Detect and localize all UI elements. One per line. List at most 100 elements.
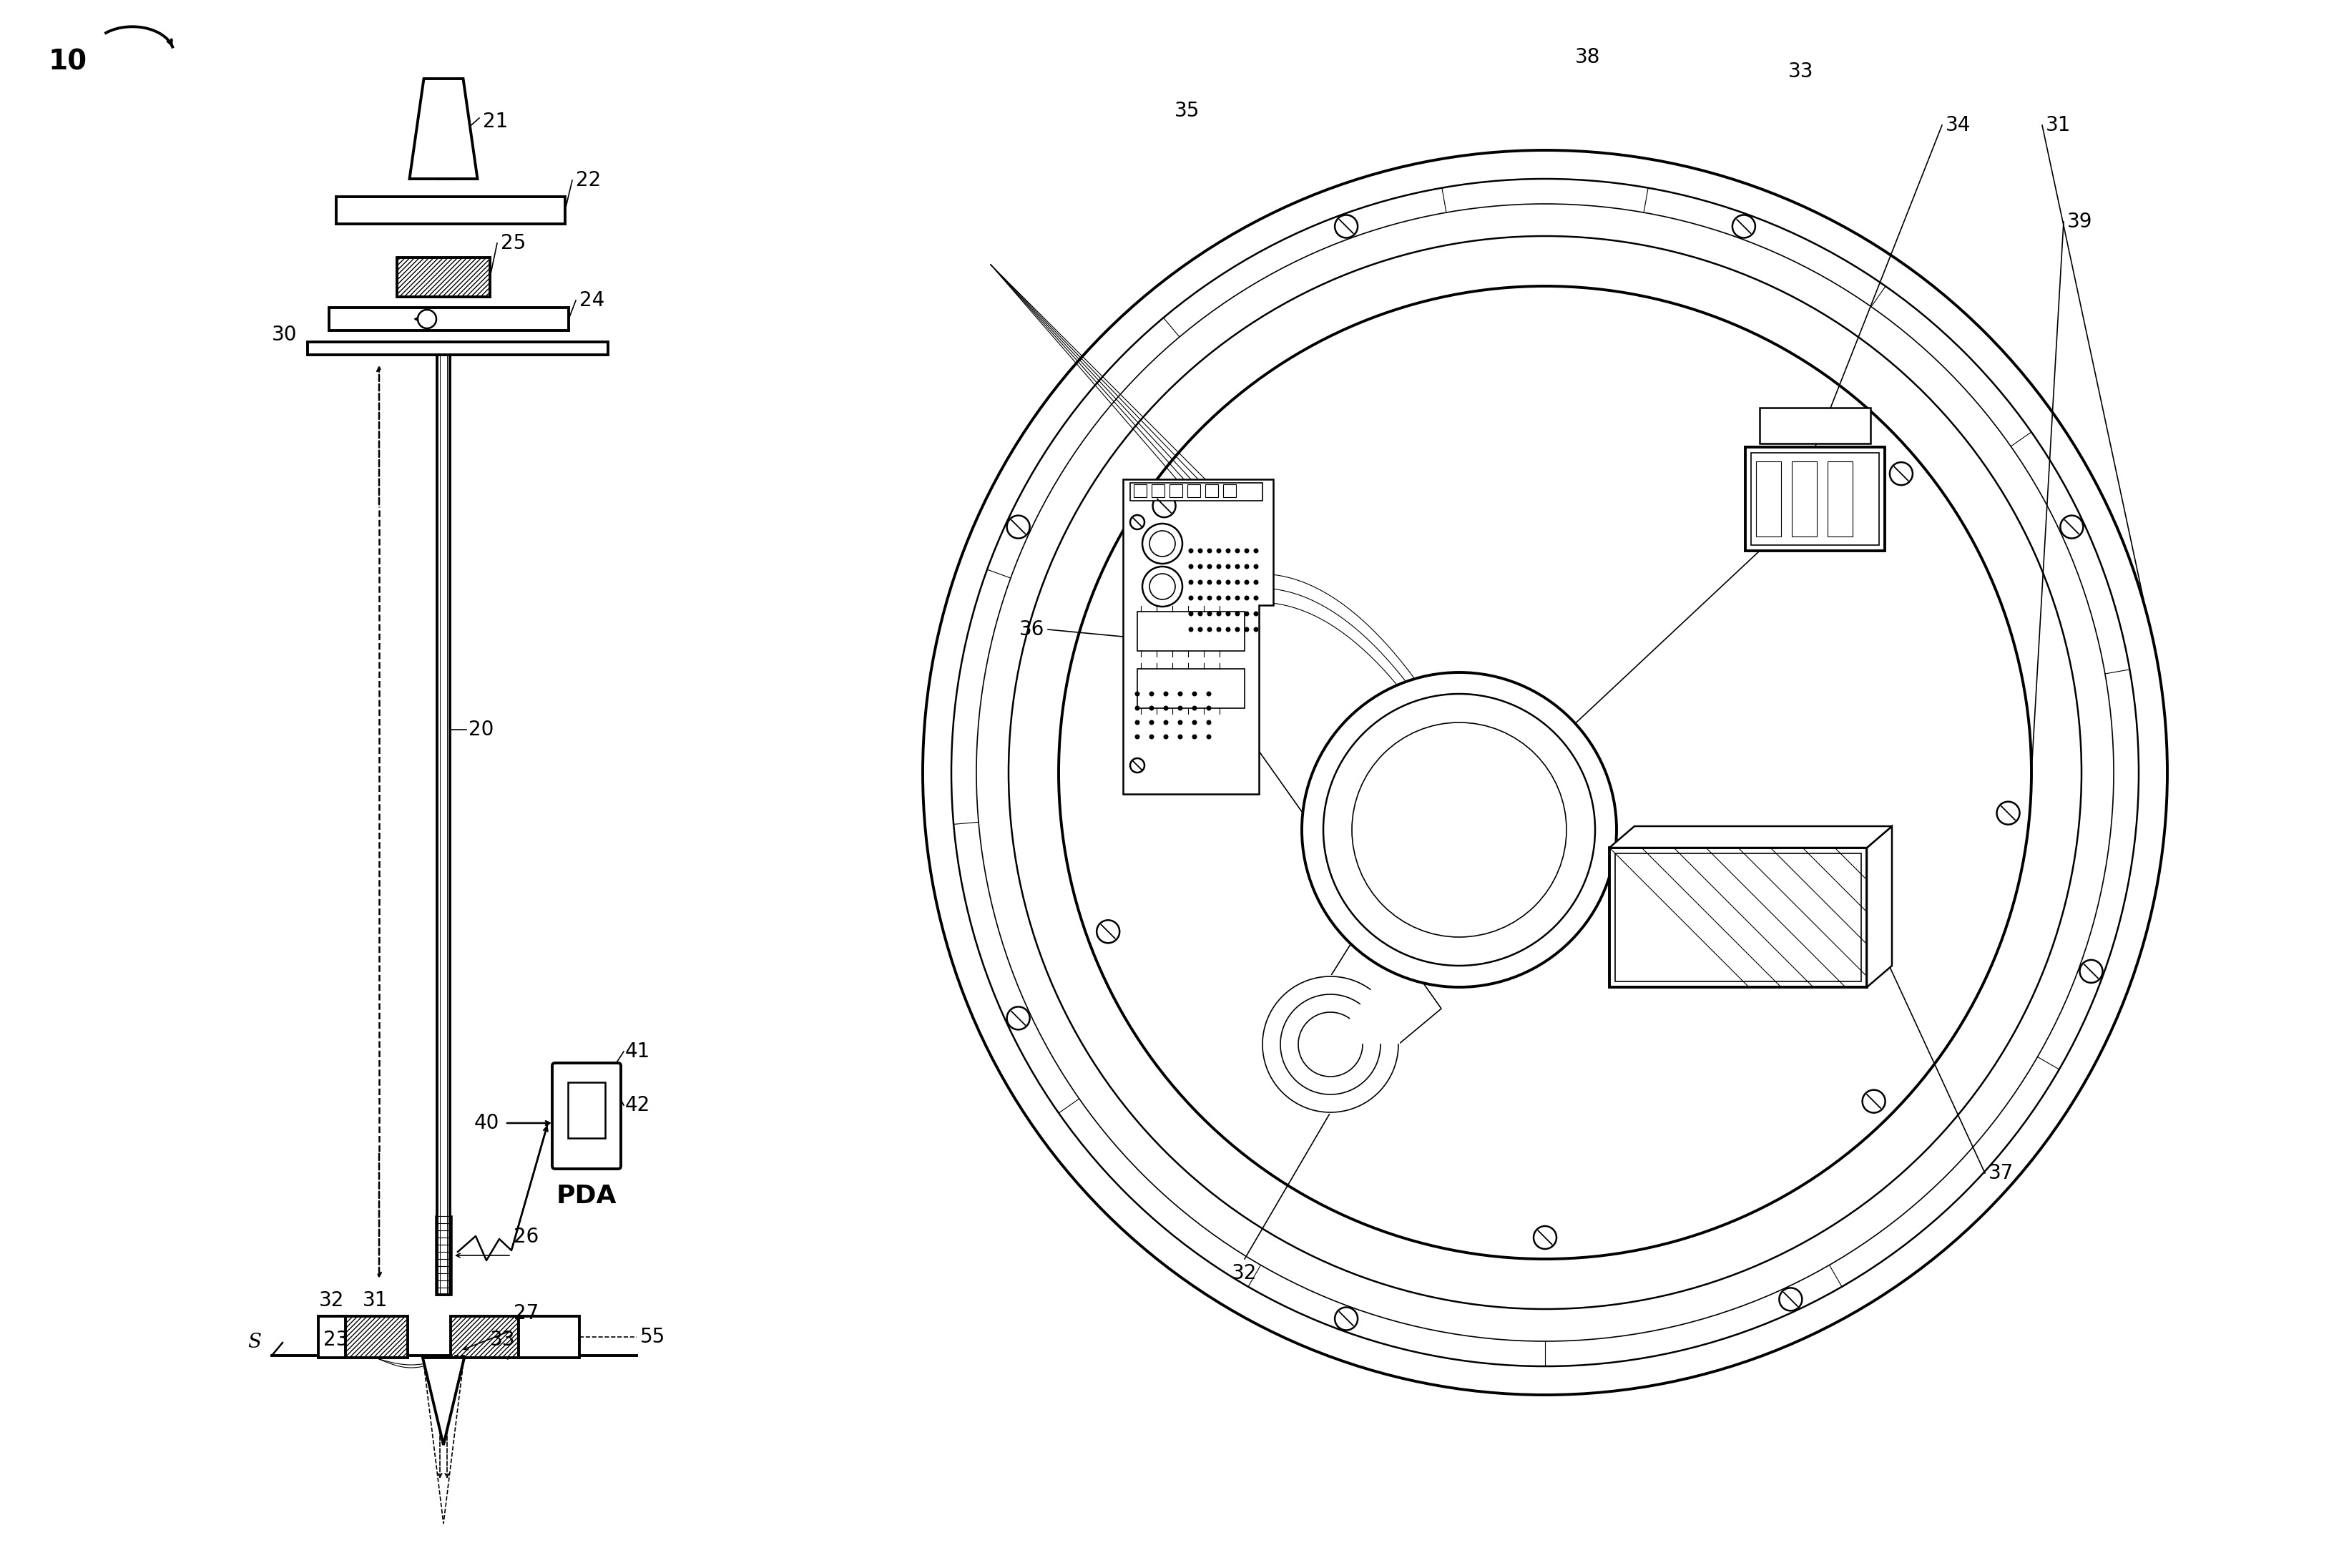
Bar [1223,485,1235,497]
Bar [1745,447,1885,550]
Circle shape [1162,691,1170,696]
Circle shape [1006,1007,1029,1030]
Circle shape [1006,516,1029,538]
Bar [1616,853,1862,982]
Text: 55: 55 [641,1327,664,1347]
Circle shape [1216,580,1221,585]
Bar [1757,461,1780,536]
Text: 20: 20 [468,720,494,740]
Text: 38: 38 [1574,47,1600,67]
Text: PDA: PDA [557,1184,617,1209]
Circle shape [1141,566,1184,607]
Circle shape [1148,706,1153,710]
Circle shape [1188,580,1193,585]
Polygon shape [423,1358,463,1446]
Circle shape [1235,596,1240,601]
Bar [398,257,489,296]
Text: 10: 10 [49,49,87,75]
Text: S: S [248,1333,262,1352]
Circle shape [1134,691,1139,696]
Circle shape [1060,285,2033,1259]
Text: 33: 33 [1789,61,1813,82]
Text: 21: 21 [482,111,508,132]
Circle shape [1148,532,1174,557]
Bar [451,1316,519,1358]
Circle shape [1207,564,1212,569]
Text: 27: 27 [515,1303,538,1323]
Circle shape [975,204,2114,1341]
Circle shape [1244,549,1249,554]
Bar [337,196,566,224]
Circle shape [1336,1308,1357,1330]
Text: 26: 26 [515,1226,538,1247]
Circle shape [952,179,2138,1366]
Circle shape [1226,549,1230,554]
Bar [1134,485,1146,497]
Circle shape [1097,920,1120,942]
Text: 35: 35 [1174,100,1200,121]
Polygon shape [1867,826,1892,988]
Polygon shape [409,78,477,179]
Circle shape [1226,580,1230,585]
Circle shape [1148,734,1153,739]
Text: 37: 37 [1988,1163,2014,1184]
Bar [318,1316,346,1358]
Circle shape [1179,734,1184,739]
Circle shape [1244,564,1249,569]
Text: 33: 33 [489,1330,515,1350]
Circle shape [1998,801,2019,825]
Circle shape [1254,564,1258,569]
Circle shape [1207,720,1212,724]
Circle shape [1188,627,1193,632]
Circle shape [1207,596,1212,601]
Circle shape [1216,627,1221,632]
Circle shape [1130,514,1144,530]
Circle shape [1244,612,1249,616]
Circle shape [1216,596,1221,601]
Text: 25: 25 [501,234,526,252]
Circle shape [1336,215,1357,238]
Polygon shape [1609,826,1892,848]
Text: 40: 40 [475,1113,498,1134]
Circle shape [1235,564,1240,569]
Bar [437,78,449,179]
Text: 24: 24 [580,290,603,310]
Circle shape [1324,695,1595,966]
Bar [519,1316,580,1358]
Bar [1137,670,1244,709]
Circle shape [1188,596,1193,601]
Circle shape [1148,691,1153,696]
Circle shape [2061,516,2084,538]
Circle shape [1148,574,1174,599]
Polygon shape [1123,480,1272,793]
Circle shape [1134,734,1139,739]
Circle shape [1188,549,1193,554]
Bar [1188,485,1200,497]
Text: 41: 41 [625,1041,650,1062]
Circle shape [1254,627,1258,632]
Circle shape [1207,691,1212,696]
Circle shape [1162,706,1170,710]
Bar [568,1082,606,1138]
Circle shape [1244,627,1249,632]
Circle shape [1207,612,1212,616]
Circle shape [1207,734,1212,739]
Text: 31: 31 [2047,114,2070,135]
Circle shape [1207,549,1212,554]
Circle shape [1254,612,1258,616]
Circle shape [1188,612,1193,616]
Circle shape [1303,673,1616,988]
Circle shape [1188,564,1193,569]
Circle shape [1235,580,1240,585]
Bar [1827,461,1852,536]
Circle shape [1235,549,1240,554]
Bar [1752,453,1878,546]
Bar [1609,848,1867,988]
Circle shape [1207,580,1212,585]
Circle shape [1207,627,1212,632]
Circle shape [1207,706,1212,710]
Text: 32: 32 [318,1290,344,1311]
Circle shape [1244,596,1249,601]
Circle shape [1193,720,1198,724]
Circle shape [1179,720,1184,724]
